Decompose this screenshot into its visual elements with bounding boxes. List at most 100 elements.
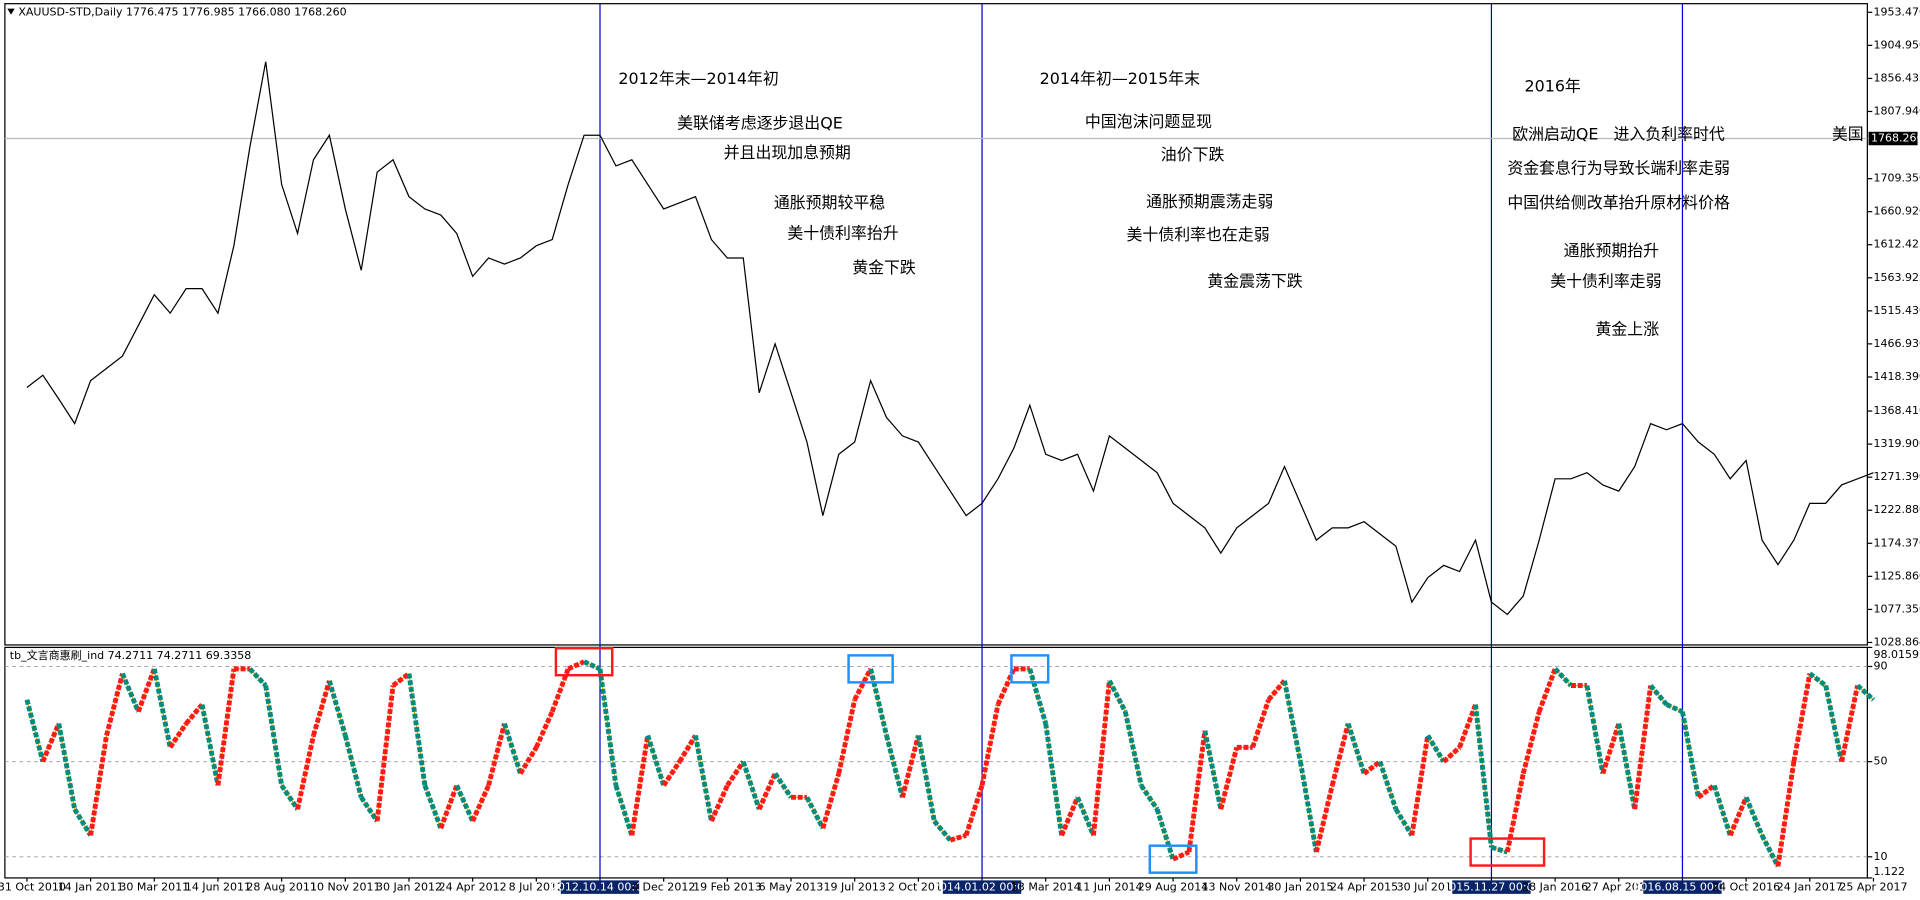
last-price-box	[1868, 131, 1918, 146]
y-tick-label: 1368.410	[1873, 404, 1920, 417]
panel-menu-icon[interactable]	[7, 8, 15, 15]
highlight-box	[1148, 844, 1198, 874]
indicator-segment	[248, 667, 268, 688]
y-tick-label: 1222.880	[1873, 503, 1920, 516]
indicator-segment	[1172, 849, 1190, 862]
indicator-title: tb_文言商惠刷_ind 74.2711 74.2711 69.3358	[10, 648, 251, 662]
y-tick-label: 1271.390	[1873, 470, 1920, 483]
annotation: 中国供给侧改革抬升原材料价格	[1507, 193, 1730, 212]
indicator-segment	[884, 734, 905, 798]
indicator-segment	[1696, 783, 1716, 800]
indicator-segment	[1632, 685, 1654, 810]
indicator-segment	[1791, 673, 1813, 763]
indicator-segment	[1520, 711, 1542, 775]
indicator-segment	[773, 772, 794, 799]
indicator-segment	[1553, 667, 1573, 688]
indicator-segment	[1059, 796, 1080, 837]
price-panel-frame	[4, 3, 1868, 646]
indicator-segment	[40, 722, 62, 763]
annotation: 美联储考虑逐步退出QE	[677, 113, 843, 132]
indicator-segment	[1425, 734, 1446, 763]
indicator-segment	[1442, 745, 1462, 764]
x-tick-label: 30 Jan 2012	[376, 881, 442, 894]
chart-title: XAUUSD-STD,Daily 1776.475 1776.985 1766.…	[18, 5, 346, 18]
indicator-segment	[136, 668, 157, 713]
x-tick-label: 24 Oct 2016	[1712, 881, 1780, 894]
y-tick-label: 1418.390	[1873, 370, 1920, 383]
x-tick-label: 14 Jun 2011	[185, 881, 251, 894]
y-tick-label: 1077.350	[1873, 602, 1920, 615]
indicator-panel-frame	[4, 646, 1868, 879]
x-tick-label: 2014.01.02 00:00	[933, 881, 1031, 894]
y-tick-label: 1028.864	[1873, 635, 1920, 648]
y-tick-label: 1515.430	[1873, 304, 1920, 317]
indicator-segment	[104, 673, 125, 737]
y-tick-label: 1174.370	[1873, 536, 1920, 549]
indicator-segment	[852, 667, 873, 701]
indicator-segment	[422, 784, 444, 830]
indicator-line-glow	[535, 711, 553, 748]
x-tick-label: 31 Oct 2010	[0, 881, 66, 894]
indicator-segment	[438, 784, 460, 830]
indicator-segment	[820, 772, 842, 829]
indicator-segment	[518, 746, 539, 775]
y-tick-label: 1856.435	[1873, 71, 1920, 84]
y-tick-label: 1709.350	[1873, 172, 1920, 185]
indicator-segment	[677, 734, 698, 763]
annotation: 欧洲启动QE 进入负利率时代	[1512, 124, 1725, 143]
x-label-highlight	[1643, 880, 1722, 894]
indicator-segment	[1665, 702, 1684, 714]
indicator-line-glow	[758, 773, 776, 810]
x-tick-label: 24 Apr 2015	[1330, 881, 1398, 894]
y-tick-label: 1.122	[1873, 865, 1905, 878]
indicator-segment	[915, 735, 937, 822]
indicator-segment	[597, 668, 619, 786]
annotation: 黄金震荡下跌	[1207, 272, 1302, 291]
annotation: 美十债利率抬升	[787, 224, 898, 243]
indicator-segment	[1808, 671, 1828, 688]
x-tick-label: 2015.11.27 00:00	[1442, 881, 1540, 894]
indicator-segment	[1297, 761, 1319, 853]
indicator-segment	[1107, 679, 1128, 713]
indicator-segment	[804, 796, 826, 830]
x-tick-label: 28 Jan 2016	[1522, 881, 1588, 894]
x-tick-label: 4 Dec 2012	[632, 881, 695, 894]
y-tick-label: 1953.470	[1873, 5, 1920, 18]
x-tick-label: 14 Jan 2011	[58, 881, 124, 894]
y-tick-label: 1807.940	[1873, 104, 1920, 117]
y-tick-label: 1612.425	[1873, 238, 1920, 251]
indicator-segment	[1616, 723, 1638, 810]
indicator-segment	[327, 680, 348, 737]
indicator-segment	[486, 722, 507, 787]
x-label-highlight	[942, 880, 1022, 894]
y-tick-label: 50	[1873, 755, 1887, 768]
indicator-segment	[836, 699, 858, 775]
indicator-segment	[1823, 685, 1845, 763]
x-tick-label: 30 Jan 2015	[1267, 881, 1333, 894]
indicator-segment	[900, 734, 921, 798]
indicator-segment	[279, 784, 300, 811]
annotation: 并且出现加息预期	[724, 143, 851, 162]
x-tick-label: 19 Jul 2013	[824, 881, 886, 894]
annotation: 资金套息行为导致长端利率走弱	[1507, 159, 1730, 178]
annotation: 黄金下跌	[852, 258, 916, 277]
highlight-box	[1010, 654, 1050, 684]
indicator-segment	[1839, 685, 1860, 763]
annotation: 中国泡沫问题显现	[1085, 112, 1212, 131]
x-tick-label: 8 Jul 2012	[509, 881, 564, 894]
indicator-segment	[311, 680, 332, 737]
annotation: 通胀预期较平稳	[774, 193, 885, 212]
indicator-segment	[406, 673, 428, 786]
highlight-box	[554, 647, 614, 677]
indicator-segment	[567, 659, 586, 672]
indicator-segment	[295, 734, 316, 810]
indicator-segment	[1600, 722, 1622, 775]
indicator-line-glow	[153, 668, 171, 748]
indicator-segment	[1154, 808, 1176, 860]
indicator-segment	[56, 723, 78, 810]
x-tick-label: 27 Apr 2016	[1585, 881, 1653, 894]
y-tick-label: 90	[1873, 659, 1887, 672]
indicator-segment	[184, 702, 204, 726]
annotation: 油价下跌	[1161, 145, 1225, 164]
indicator-segment	[949, 833, 967, 843]
